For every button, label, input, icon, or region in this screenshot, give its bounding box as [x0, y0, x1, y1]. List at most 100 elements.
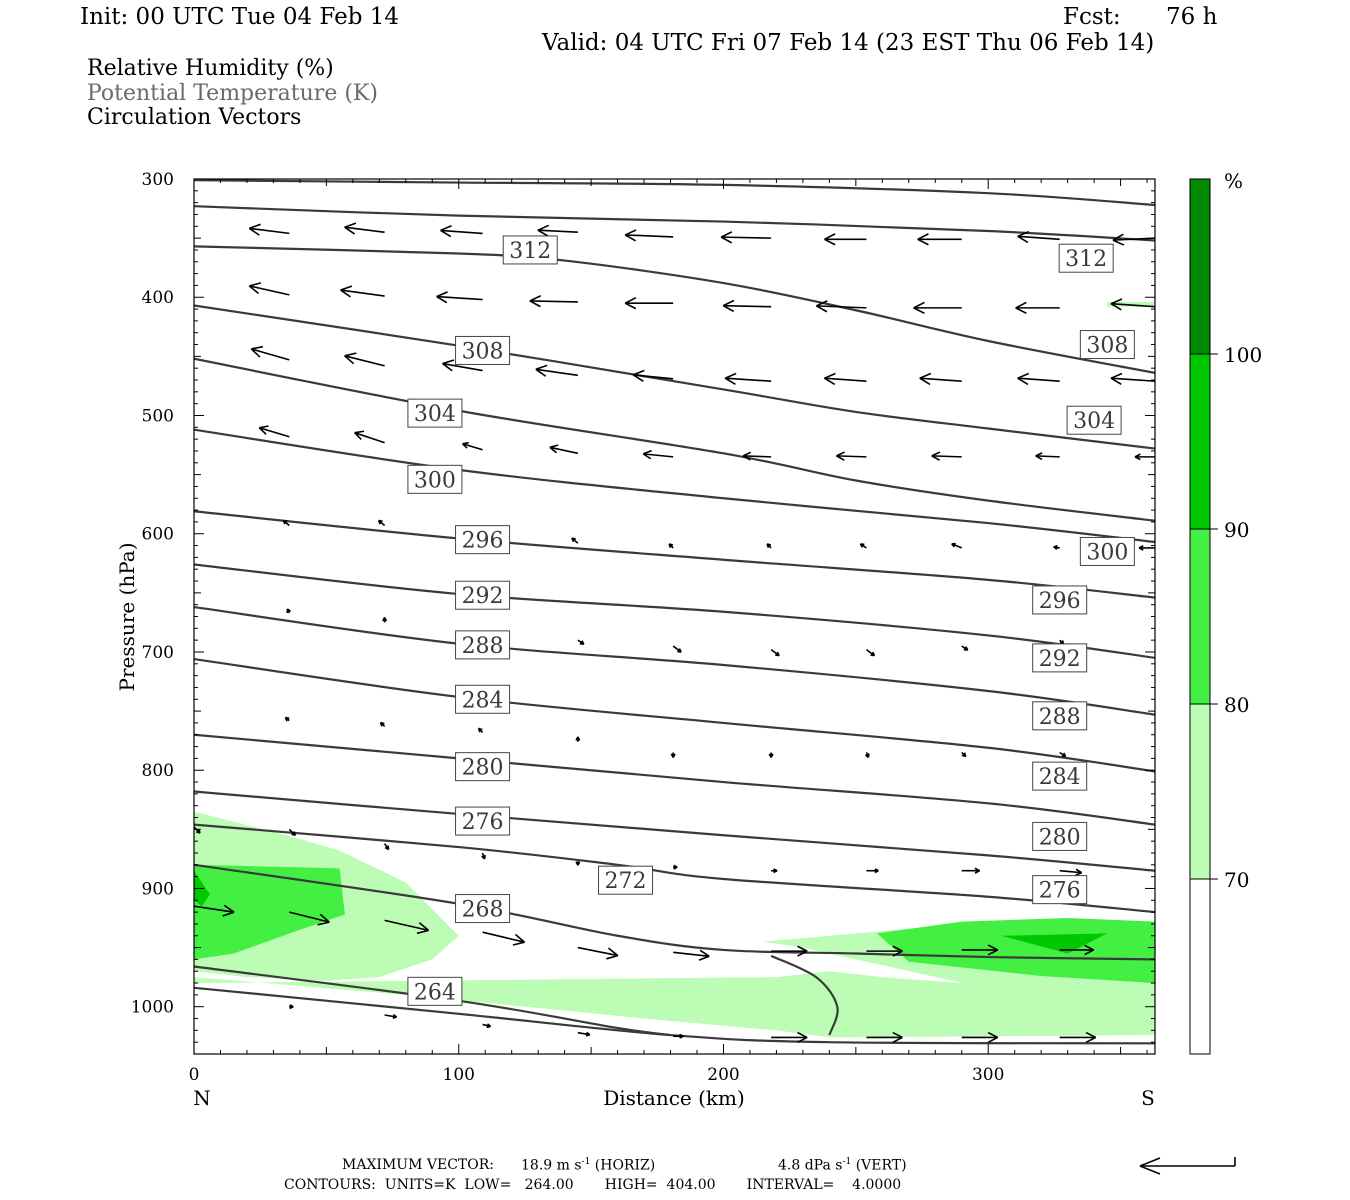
vector-63 [768, 752, 774, 758]
vector-0 [248, 223, 290, 236]
isentrope-label-264-0: 264 [407, 976, 463, 1006]
vector-70 [481, 852, 486, 860]
vector-24 [632, 369, 674, 382]
vector-61 [575, 736, 581, 742]
isentrope-272 [194, 823, 1155, 914]
isentrope-296 [194, 510, 1155, 599]
vector-50 [286, 608, 291, 614]
svg-text:296: 296 [462, 529, 504, 554]
vector-71 [575, 861, 581, 866]
vector-32 [462, 441, 483, 451]
vector-64 [864, 752, 870, 759]
isentrope-label-296-1: 296 [1032, 585, 1088, 615]
vector-88 [384, 1013, 398, 1019]
vector-10 [248, 282, 290, 296]
y-tick-label: 500 [142, 406, 174, 426]
vector-90 [577, 1031, 591, 1037]
axis-tick-labels: 0 100 200 300 300 400 500 600 700 800 900 1000 [131, 170, 1005, 1085]
vector-20 [250, 345, 290, 361]
vector-58 [284, 716, 290, 722]
isentrope-314 [194, 205, 1155, 242]
vector-86 [1059, 944, 1095, 956]
y-tick-label: 300 [142, 170, 174, 190]
y-axis-title: Pressure (hPa) [115, 543, 139, 692]
reference-vector-arrow [1139, 1157, 1236, 1175]
vector-60 [477, 727, 484, 733]
vector-6 [824, 233, 867, 246]
colorbar-level-label: 80 [1224, 693, 1249, 717]
vector-53 [672, 645, 682, 653]
svg-text:276: 276 [1039, 879, 1081, 904]
max-vector-horiz: 18.9 m s-1 (HORIZ) [521, 1157, 656, 1174]
isentrope-label-268-0: 268 [455, 894, 511, 924]
legend-potential-temperature: Potential Temperature (K) [87, 81, 378, 106]
valid-time: Valid: 04 UTC Fri 07 Feb 14 (23 EST Thu … [542, 30, 1155, 56]
vector-69 [383, 843, 390, 851]
vector-52 [577, 639, 585, 645]
vector-80 [482, 931, 526, 946]
vector-85 [961, 944, 999, 956]
vector-12 [436, 291, 483, 304]
isentrope-264 [194, 965, 671, 1037]
svg-text:304: 304 [414, 402, 456, 427]
isentrope-label-280-0: 280 [455, 752, 511, 782]
vector-73 [771, 868, 778, 874]
svg-text:304: 304 [1073, 409, 1115, 434]
svg-text:288: 288 [462, 634, 504, 659]
isentrope-288 [194, 605, 1155, 716]
vector-89 [482, 1023, 492, 1029]
isentrope-280 [194, 733, 1155, 826]
vector-93 [866, 1031, 903, 1044]
contour-info: CONTOURS: UNITS=K LOW= 264.00 HIGH= 404.… [284, 1177, 902, 1193]
colorbar-unit: % [1224, 169, 1243, 193]
svg-text:268: 268 [462, 898, 504, 923]
y-tick-label: 1000 [131, 998, 174, 1018]
vector-17 [913, 301, 962, 315]
rh-region-90-100-7 [1001, 933, 1108, 954]
isentrope-label-304-0: 304 [407, 398, 463, 428]
vector-94 [961, 1031, 999, 1044]
vector-30 [258, 425, 290, 438]
legend-circulation-vectors: Circulation Vectors [87, 105, 302, 130]
svg-text:284: 284 [1039, 765, 1081, 790]
isentrope-276 [194, 790, 1155, 872]
vector-19 [1110, 298, 1155, 311]
vector-65 [961, 751, 967, 758]
isentrope-label-284-1: 284 [1032, 761, 1088, 791]
vector-48 [1053, 544, 1060, 550]
vector-3 [537, 224, 578, 237]
rh-region-80-90-4 [194, 864, 345, 960]
color-legend-bar [1189, 178, 1211, 1055]
vector-77 [194, 904, 235, 917]
vector-51 [382, 617, 388, 623]
vector-46 [859, 543, 867, 549]
svg-text:276: 276 [462, 810, 504, 835]
svg-text:292: 292 [462, 584, 504, 609]
svg-text:280: 280 [462, 756, 504, 781]
vector-36 [836, 451, 867, 461]
vector-68 [288, 828, 297, 837]
vector-55 [865, 648, 876, 657]
vector-4 [624, 229, 674, 242]
isentrope-308 [194, 304, 1155, 450]
x-axis-title: Distance (km) [603, 1086, 745, 1110]
colorbar-segment-3 [1190, 354, 1210, 529]
isentrope-label-308-0: 308 [455, 335, 511, 365]
vector-22 [442, 359, 483, 372]
vector-8 [1017, 230, 1060, 244]
vector-16 [816, 300, 867, 313]
vector-84 [866, 945, 903, 957]
isentrope-300 [194, 428, 1155, 544]
x-left-end-label: N [193, 1086, 211, 1110]
vector-54 [770, 648, 780, 657]
vector-37 [931, 451, 962, 461]
max-vector-vert: 4.8 dPa s-1 (VERT) [778, 1157, 907, 1174]
vector-43 [571, 537, 579, 544]
vector-78 [289, 911, 330, 926]
colorbar-segment-1 [1190, 704, 1210, 879]
svg-text:292: 292 [1039, 647, 1081, 672]
vector-31 [354, 430, 385, 444]
isentrope-label-296-0: 296 [455, 525, 511, 555]
vector-95 [1059, 1031, 1097, 1044]
